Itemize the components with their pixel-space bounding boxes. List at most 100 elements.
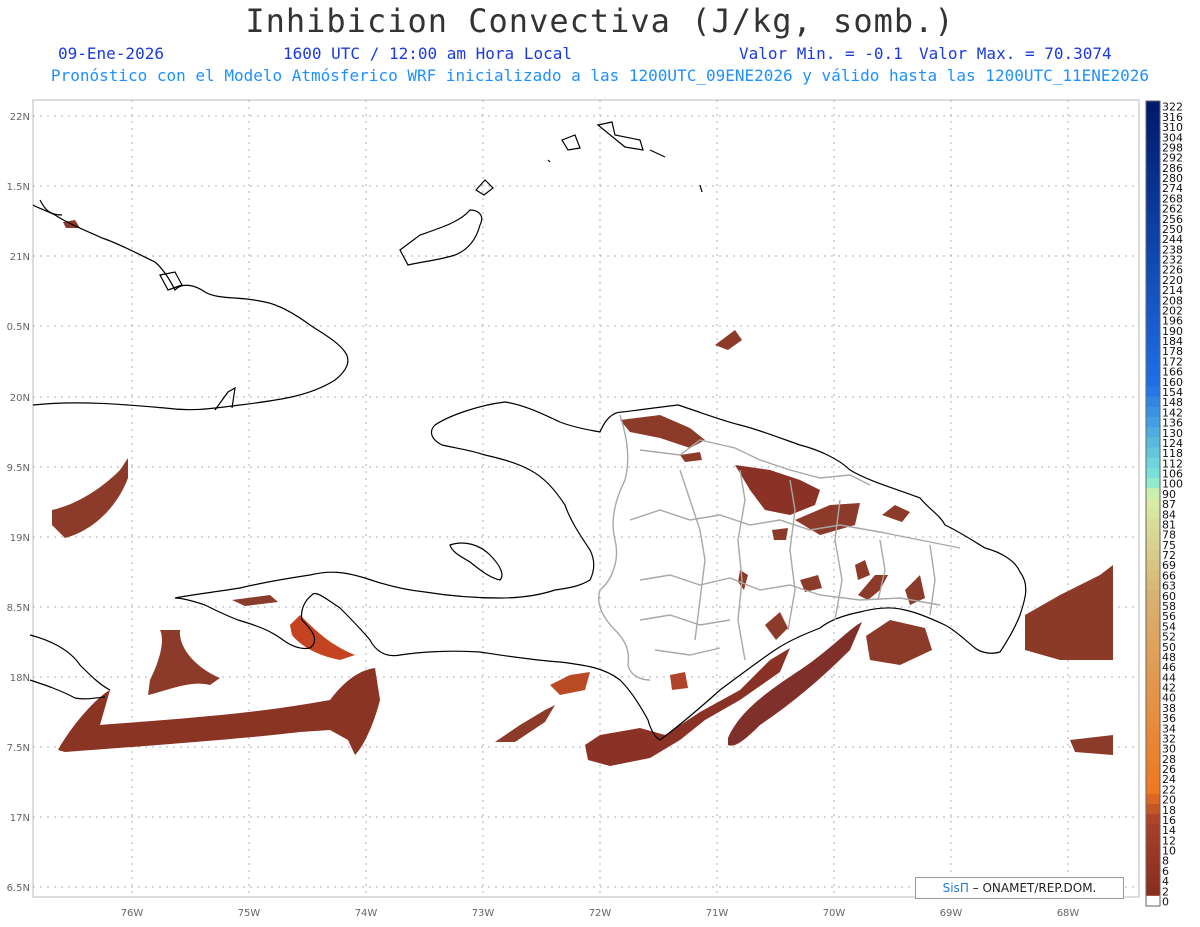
colorbar-label: 72 [1162, 549, 1176, 562]
colorbar-label: 66 [1162, 569, 1176, 582]
colorbar-swatch [1146, 814, 1160, 825]
colorbar-swatch [1146, 671, 1160, 683]
lat-label: 6.5N [7, 883, 30, 894]
colorbar-swatch [1146, 274, 1160, 285]
lat-label: 9.5N [7, 463, 30, 474]
colorbar-label: 268 [1162, 192, 1183, 205]
colorbar-label: 124 [1162, 437, 1183, 450]
colorbar-label: 148 [1162, 396, 1183, 409]
colorbar-swatch [1146, 365, 1160, 377]
colorbar-swatch [1146, 253, 1160, 265]
colorbar-label: 87 [1162, 498, 1176, 511]
colorbar-label: 84 [1162, 508, 1176, 521]
colorbar-label: 58 [1162, 600, 1176, 613]
colorbar-swatch [1146, 213, 1160, 224]
colorbar-swatch [1146, 467, 1160, 479]
colorbar-swatch [1146, 610, 1160, 622]
colorbar-label: 106 [1162, 468, 1183, 481]
lat-label: 19N [10, 533, 30, 544]
min-value-label: Valor Min. = -0.1 [739, 44, 903, 63]
coastlines [29, 121, 1027, 741]
colorbar-label: 90 [1162, 488, 1176, 501]
colorbar-swatch [1146, 620, 1160, 632]
colorbar-label: 52 [1162, 631, 1176, 644]
colorbar-swatch [1146, 742, 1160, 754]
colorbar-swatch [1146, 712, 1160, 724]
colorbar-label: 262 [1162, 203, 1183, 216]
colorbar-swatch [1146, 732, 1160, 744]
colorbar-label: 28 [1162, 753, 1176, 766]
colorbar-swatch [1146, 141, 1160, 153]
colorbar-label: 10 [1162, 845, 1176, 858]
colorbar-swatch [1146, 641, 1160, 652]
colorbar-swatch [1146, 804, 1160, 815]
colorbar-label: 36 [1162, 712, 1176, 725]
colorbar-swatch [1146, 875, 1160, 887]
colorbar-label: 202 [1162, 304, 1183, 317]
map-title: Inhibicion Convectiva (J/kg, somb.) [245, 2, 955, 40]
colorbar-label: 63 [1162, 580, 1176, 593]
colorbar-label: 232 [1162, 254, 1183, 267]
colorbar-swatch [1146, 151, 1160, 163]
colorbar-label: 256 [1162, 213, 1183, 226]
colorbar-swatch [1146, 600, 1160, 611]
colorbar-swatch [1146, 345, 1160, 357]
colorbar-swatch [1146, 844, 1160, 856]
colorbar-swatch [1146, 335, 1160, 347]
colorbar-swatch [1146, 111, 1160, 122]
colorbar-label: 48 [1162, 651, 1176, 664]
colorbar-swatch [1146, 457, 1160, 469]
colorbar-swatch [1146, 763, 1160, 775]
colorbar-label: 184 [1162, 335, 1183, 348]
colorbar-label: 38 [1162, 702, 1176, 715]
colorbar-swatch [1146, 498, 1160, 510]
model-subtitle: Pronóstico con el Modelo Atmósferico WRF… [50, 66, 1150, 85]
colorbar-label: 6 [1162, 865, 1169, 878]
colorbar-label: 112 [1162, 457, 1183, 470]
colorbar-swatch [1146, 437, 1160, 448]
colorbar-swatch [1146, 783, 1160, 795]
colorbar-swatch [1146, 447, 1160, 459]
colorbar-label: 142 [1162, 406, 1183, 419]
colorbar-label: 280 [1162, 172, 1183, 185]
credit-box: SisΠ – ONAMET/REP.DOM. [915, 877, 1124, 899]
colorbar-label: 34 [1162, 722, 1176, 735]
colorbar-label: 42 [1162, 682, 1176, 695]
colorbar-swatch [1146, 855, 1160, 866]
colorbar-swatch [1146, 793, 1160, 805]
colorbar-swatch [1146, 661, 1160, 673]
colorbar-swatch [1146, 702, 1160, 713]
colorbar-label: 136 [1162, 417, 1183, 430]
colorbar-label: 46 [1162, 661, 1176, 674]
colorbar-swatch [1146, 182, 1160, 194]
colorbar-swatch [1146, 518, 1160, 530]
colorbar-label: 118 [1162, 447, 1183, 460]
colorbar-label: 166 [1162, 366, 1183, 379]
map-frame [32, 99, 1140, 898]
colorbar-swatch [1146, 264, 1160, 275]
lon-label: 73W [472, 908, 495, 919]
colorbar-swatch [1146, 865, 1160, 876]
time-label: 1600 UTC / 12:00 am Hora Local [283, 44, 572, 63]
colorbar-label: 22 [1162, 783, 1176, 796]
date-label: 09-Ene-2026 [58, 44, 164, 63]
colorbar-label: 208 [1162, 294, 1183, 307]
colorbar-label: 30 [1162, 743, 1176, 756]
lon-label: 71W [706, 908, 729, 919]
credit-logo: SisΠ [942, 881, 969, 895]
colorbar-swatch [1146, 121, 1160, 133]
colorbar-label: 310 [1162, 121, 1183, 134]
colorbar-swatch [1146, 233, 1160, 245]
lon-labels: 76W 75W 74W 73W 72W 71W 70W 69W 68W [121, 908, 1080, 919]
lat-label: 18N [10, 673, 30, 684]
colorbar-label: 26 [1162, 763, 1176, 776]
colorbar-label: 16 [1162, 814, 1176, 827]
credit-text: – ONAMET/REP.DOM. [968, 881, 1097, 895]
colorbar-label: 14 [1162, 824, 1176, 837]
colorbar-label: 220 [1162, 274, 1183, 287]
colorbar-swatch [1146, 651, 1160, 662]
colorbar-label: 4 [1162, 875, 1169, 888]
lat-label: 22N [10, 112, 30, 123]
colorbar-swatch [1146, 304, 1160, 316]
grid-lines [33, 100, 1139, 897]
